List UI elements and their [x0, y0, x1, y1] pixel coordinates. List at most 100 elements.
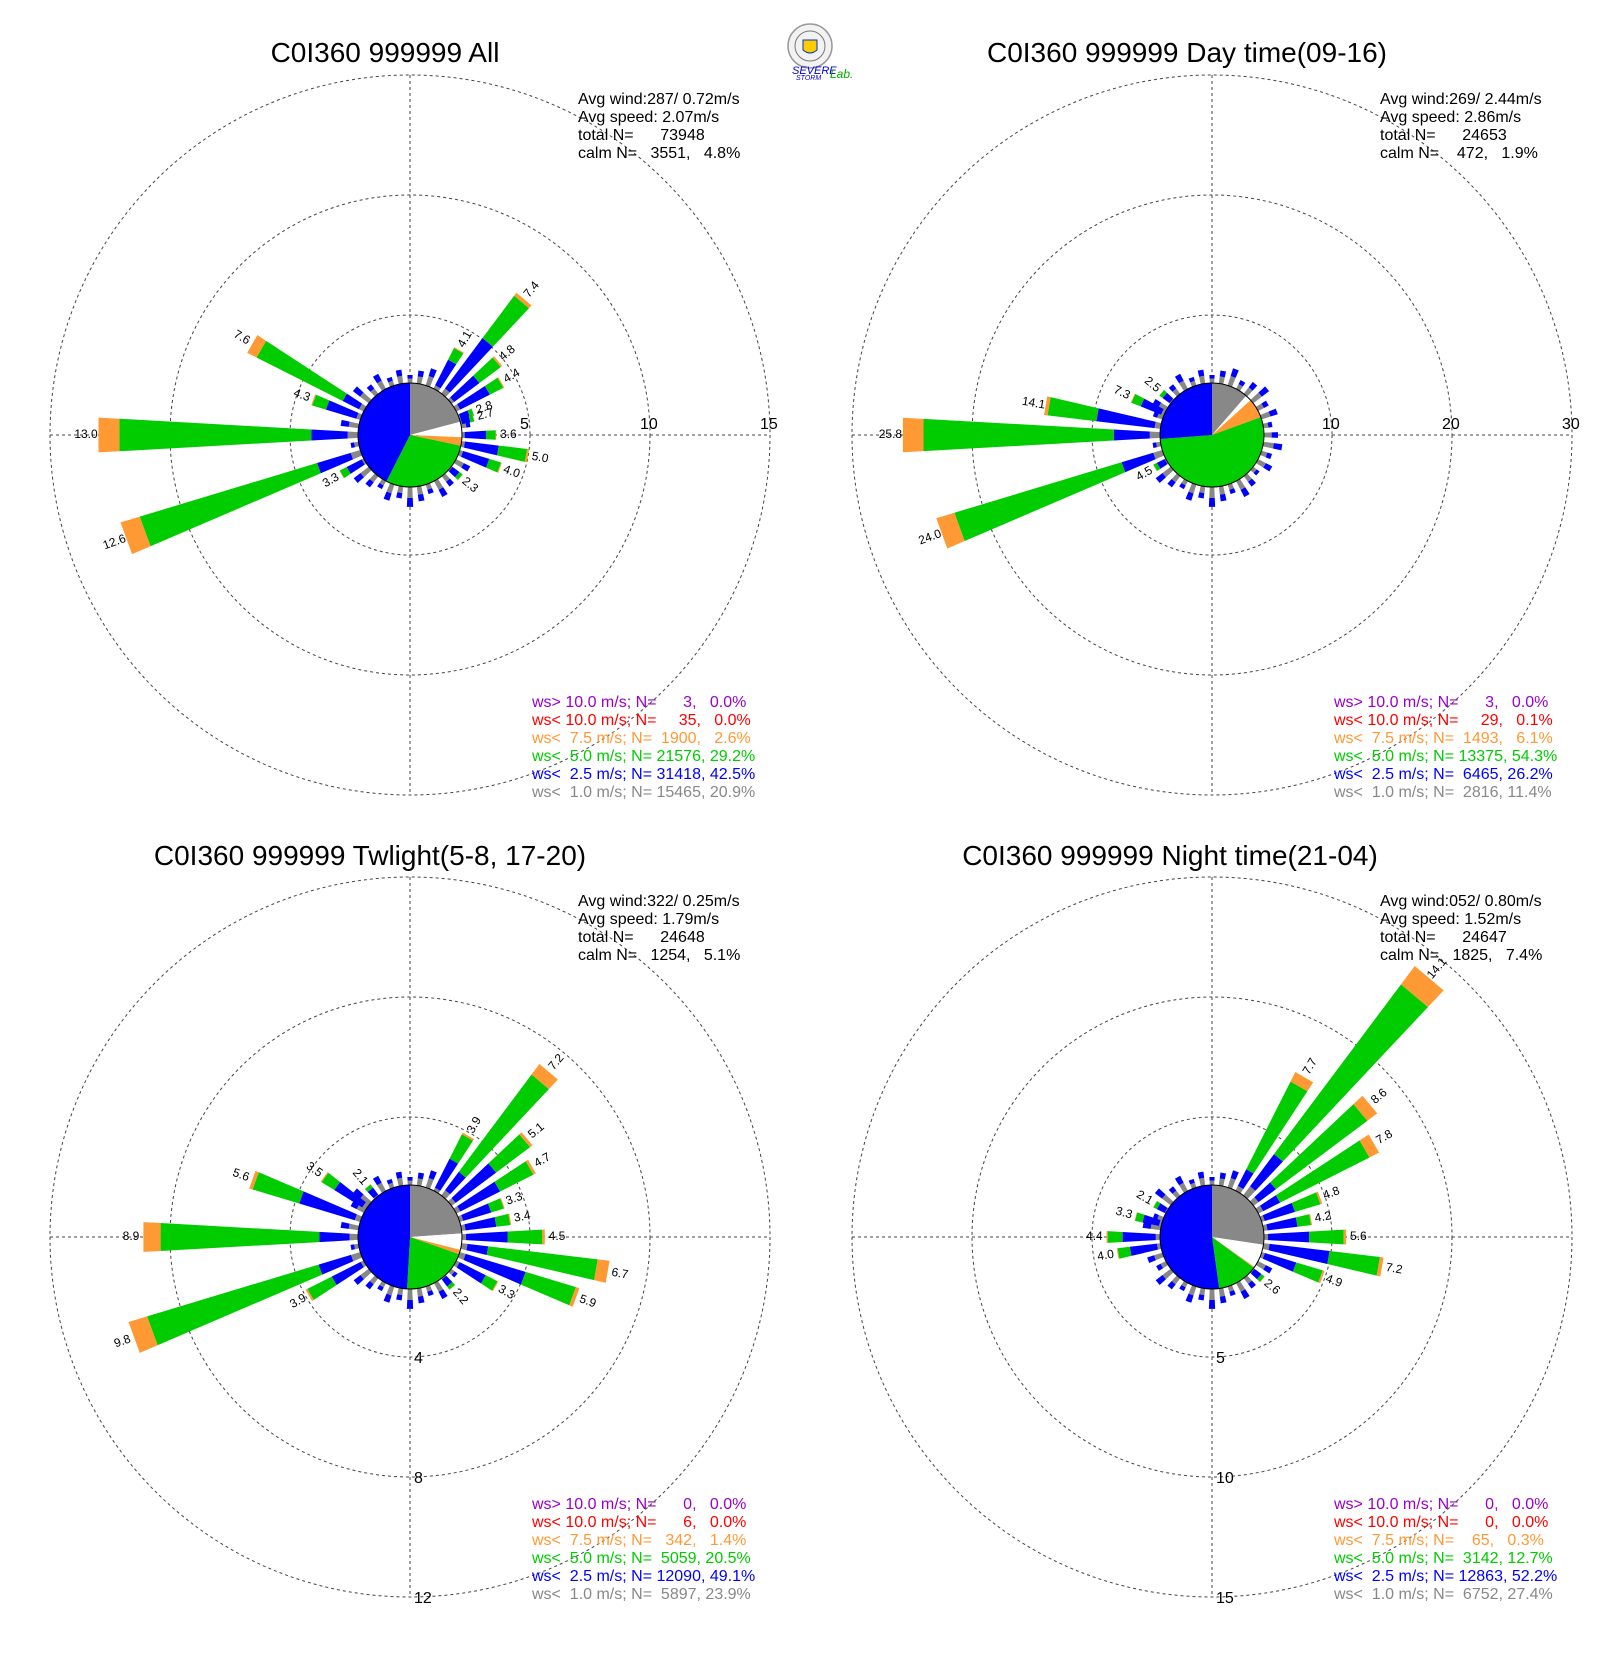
bar-stub-lt2_5: [427, 1290, 434, 1297]
bar-stub-lt2_5: [1230, 368, 1239, 378]
bar-stub-lt2_5: [372, 373, 382, 384]
bar-segment-lt7_5: [531, 1064, 558, 1090]
bar-segment-lt7_5: [1259, 1276, 1265, 1283]
ring-label: 15: [1216, 1590, 1234, 1607]
bar-stub-lt2_5: [353, 1275, 364, 1285]
bar-segment-lt1: [1259, 1215, 1265, 1222]
bar-segment-lt5: [1309, 1229, 1344, 1245]
bar-segment-lt7_5: [492, 1281, 499, 1292]
bar-segment-lt7_5: [1130, 393, 1136, 403]
stat-line: total N= 24647: [1380, 929, 1507, 946]
bar-segment-lt1: [457, 1252, 466, 1260]
bar-stub-lt1: [407, 1180, 413, 1186]
center-pie-slice-lt7_5: [1212, 1237, 1255, 1268]
bar-stub-lt1: [1171, 1275, 1181, 1285]
bar-segment-lt1: [433, 1187, 441, 1194]
bar-segment-lt7_5: [311, 394, 317, 406]
bar-value-label: 4.4: [501, 365, 523, 386]
bar-stub-lt1: [425, 483, 433, 490]
bar-stub-lt2_5: [1198, 1294, 1205, 1301]
legend-entry-lt2_5: ws< 2.5 m/s; N= 12090, 49.1%: [531, 1568, 755, 1585]
bar-segment-lt7_5: [1043, 396, 1051, 416]
bar-segment-lt7_5: [569, 1287, 580, 1307]
bar-segment-lt7_5: [514, 292, 532, 309]
logo-storm-text: STORM: [796, 75, 821, 82]
bar-stub-lt1: [1162, 466, 1174, 478]
bar-stub-lt1: [1263, 432, 1272, 438]
stat-line: calm N= 3551, 4.8%: [578, 145, 740, 162]
bar-segment-lt5: [256, 340, 347, 401]
ring-label: 5: [1216, 1350, 1225, 1367]
stat-line: total N= 24653: [1380, 127, 1507, 144]
bar-stub-lt1: [441, 473, 450, 482]
bar-stub-lt2_5: [1156, 1263, 1164, 1271]
bar-stub-lt1: [397, 485, 404, 494]
stat-line: Avg speed: 1.52m/s: [1380, 911, 1521, 928]
bar-segment-lt5: [1291, 1192, 1321, 1212]
bar-segment-lt1: [1158, 1220, 1163, 1227]
bar-stub-lt1: [1236, 1280, 1246, 1292]
bar-segment-lt5: [252, 1172, 304, 1204]
bar-segment-lt5: [482, 295, 529, 347]
bar-stub-lt2_5: [1185, 1293, 1194, 1303]
bar-stub-lt2_5: [1229, 1290, 1236, 1297]
bar-stub-lt2_5: [366, 384, 375, 392]
bar-segment-lt2_5: [435, 359, 457, 389]
bar-segment-lt2_5: [444, 338, 493, 393]
bar-stub-lt2_5: [1238, 380, 1246, 387]
bar-segment-lt5: [485, 430, 496, 440]
legend-entry-lt5: ws< 5.0 m/s; N= 3142, 12.7%: [1333, 1550, 1553, 1567]
ring-label: 10: [1216, 1470, 1234, 1487]
bar-segment-lt7_5: [320, 1172, 329, 1183]
bar-segment-lt5: [494, 1161, 534, 1192]
legend-entry-lt1: ws< 1.0 m/s; N= 6752, 27.4%: [1333, 1586, 1553, 1603]
bar-stub-lt1: [386, 483, 395, 494]
bar-stub-lt1: [1209, 486, 1215, 498]
bar-value-label: 2.8: [474, 398, 495, 417]
bar-stub-lt1: [1262, 441, 1274, 449]
bar-stub-lt1: [1188, 1285, 1197, 1296]
bar-stub-lt1: [397, 1287, 404, 1296]
bar-stub-lt2_5: [1248, 381, 1258, 391]
wind-rose-panel-4: 510157.714.18.67.84.84.25.67.24.92.64.04…: [851, 840, 1573, 1607]
bar-segment-lt7_5: [98, 417, 120, 453]
bar-stub-lt1: [1179, 380, 1188, 392]
bar-segment-lt5: [488, 1134, 531, 1173]
bar-segment-lt5: [1257, 1274, 1265, 1282]
bar-segment-lt7_5: [339, 470, 345, 479]
bar-segment-lt2_5: [311, 429, 348, 441]
bar-segment-lt5: [1295, 1214, 1312, 1227]
bar-segment-lt5: [486, 1246, 598, 1281]
bar-segment-lt7_5: [1134, 1212, 1138, 1221]
bar-stub-lt1: [1243, 1275, 1252, 1284]
bar-segment-lt1: [350, 450, 363, 460]
bar-segment-lt5: [1274, 984, 1428, 1162]
legend-entry-lt2_5: ws< 2.5 m/s; N= 6465, 26.2%: [1333, 766, 1553, 783]
legend-entry-lt7_5: ws< 7.5 m/s; N= 65, 0.3%: [1333, 1532, 1544, 1549]
legend-entry-gt10: ws> 10.0 m/s; N= 3, 0.0%: [531, 694, 746, 711]
center-pie-slice-calm: [410, 421, 462, 438]
bar-segment-lt5: [1131, 393, 1145, 407]
bar-segment-lt7_5: [128, 1316, 158, 1353]
bar-segment-lt1: [447, 397, 455, 404]
bar-value-label: 4.5: [549, 1229, 566, 1243]
bar-segment-lt7_5: [495, 430, 497, 440]
bar-segment-lt5: [1117, 1246, 1132, 1259]
bar-segment-lt7_5: [472, 414, 475, 422]
bar-value-label: 7.4: [521, 278, 543, 300]
legend-entry-lt10: ws< 10.0 m/s; N= 29, 0.1%: [1333, 712, 1553, 729]
bar-stub-lt1: [1250, 392, 1262, 404]
bar-segment-lt2_5: [317, 452, 353, 474]
bar-segment-lt7_5: [1159, 389, 1165, 396]
bar-stub-lt2_5: [1179, 483, 1186, 490]
bar-value-label: 4.7: [531, 1149, 553, 1170]
center-pie-slice-lt1: [410, 383, 461, 435]
center-pie-slice-lt2_5: [357, 1185, 410, 1289]
bar-stub-lt1: [1227, 1285, 1235, 1292]
bar-value-label: 13.0: [74, 427, 98, 441]
bar-stub-lt1: [1199, 1287, 1206, 1296]
bar-segment-lt5: [1275, 1140, 1370, 1203]
bar-stub-lt1: [425, 1177, 434, 1189]
bar-segment-lt2_5: [450, 375, 480, 402]
